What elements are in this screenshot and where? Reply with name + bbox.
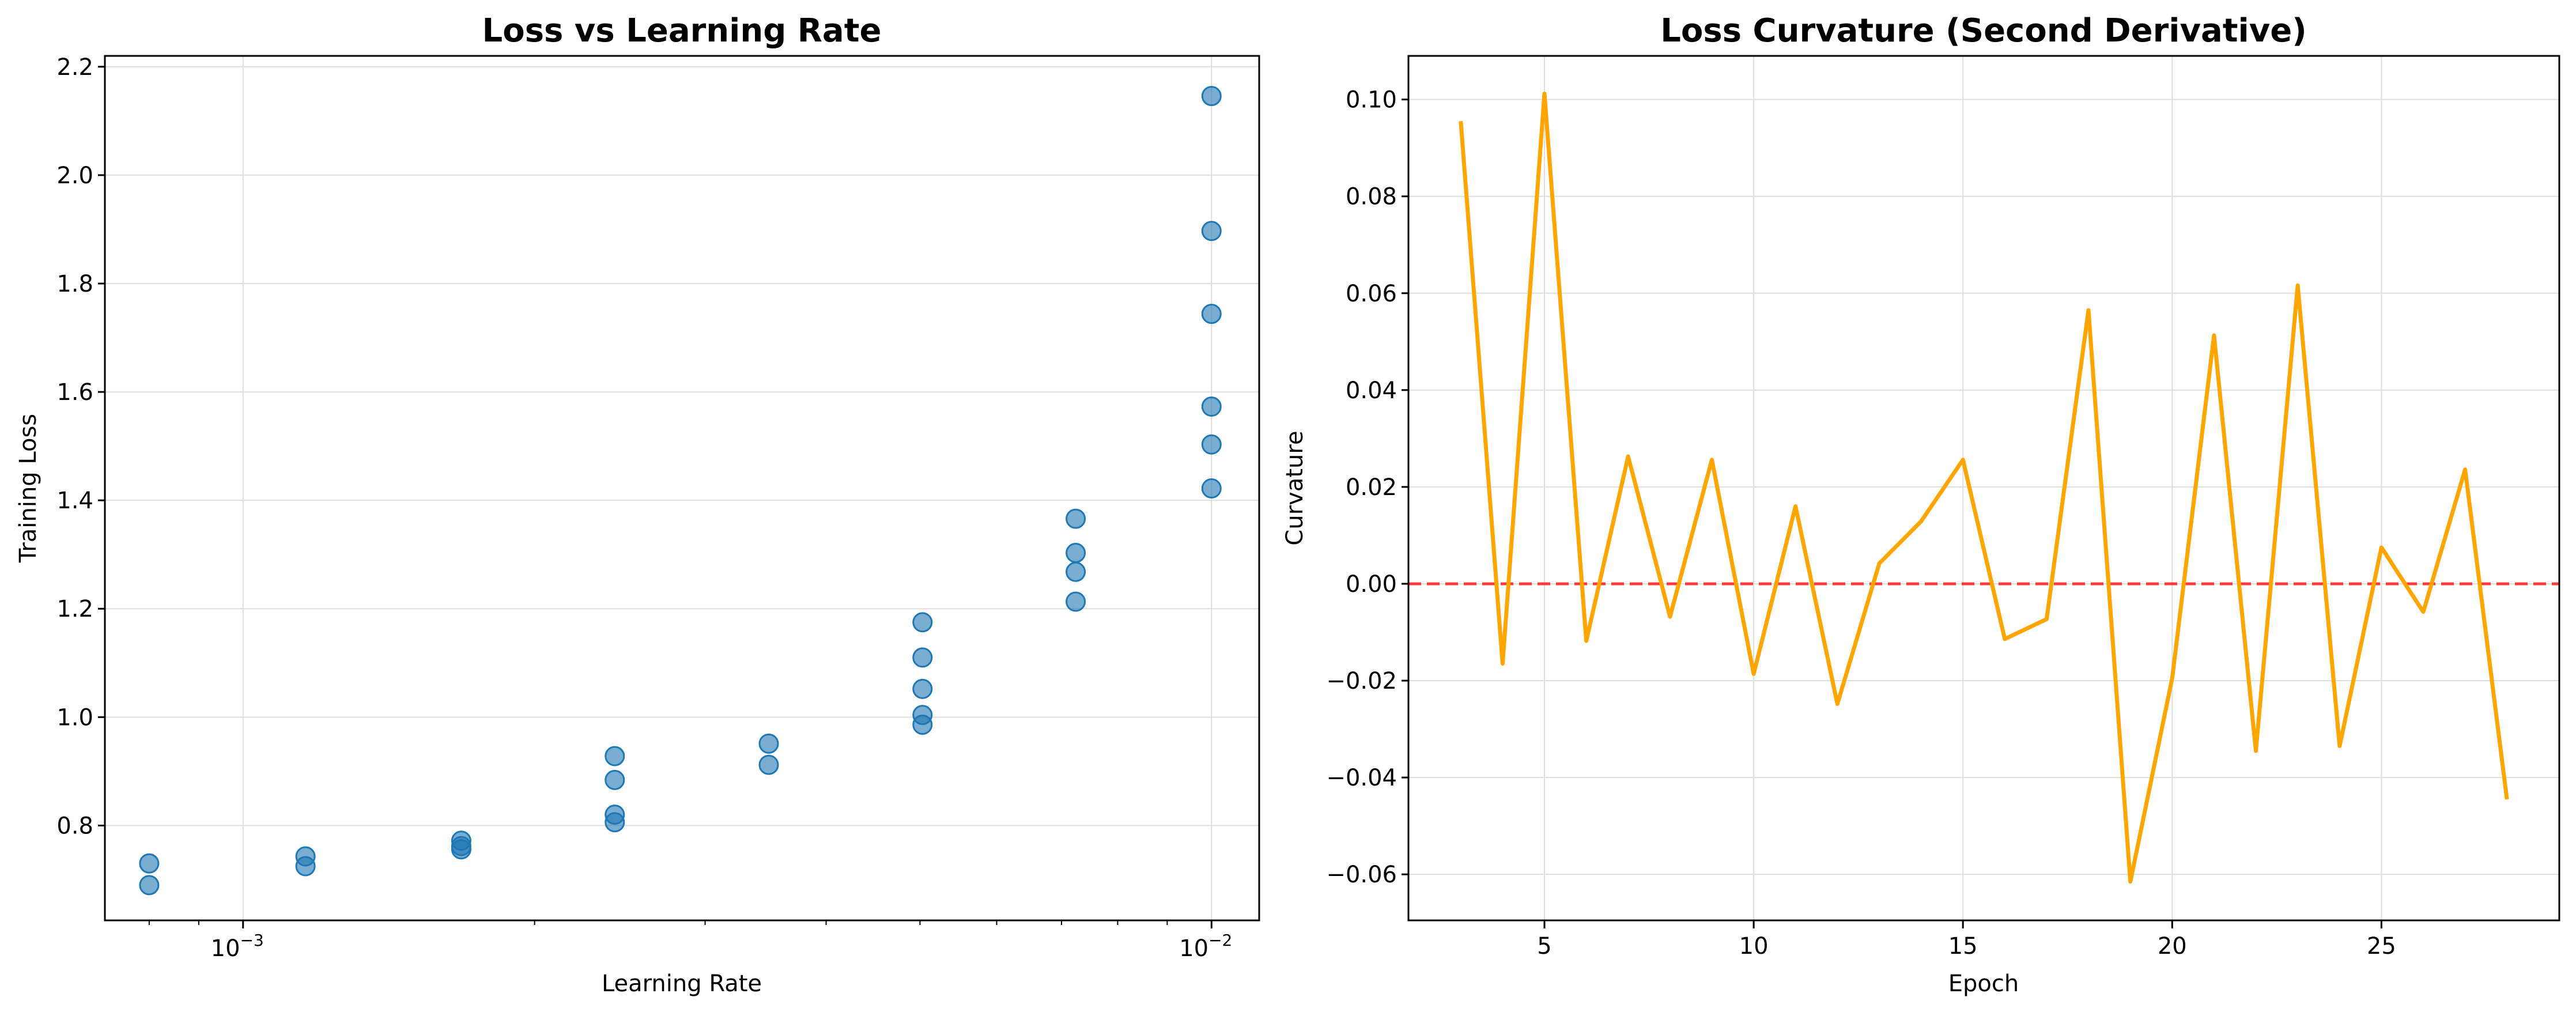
data-point (912, 715, 933, 735)
tick-label: −0.06 (1326, 862, 1397, 888)
series (1408, 92, 2559, 884)
x-axis-label: Learning Rate (602, 971, 762, 997)
data-point (295, 856, 316, 877)
tick-label: 2.0 (56, 163, 93, 189)
tick-label: 5 (1537, 933, 1551, 960)
chart-title: Loss Curvature (Second Derivative) (1660, 12, 2307, 50)
data-point (605, 812, 625, 833)
data-point (1201, 304, 1222, 324)
line-chart: Loss Curvature (Second Derivative) 5 10 15… (1282, 12, 2560, 997)
tick-label: 0.00 (1346, 571, 1397, 598)
tick-label: 1.4 (56, 488, 93, 514)
x-axis-label: Epoch (1948, 971, 2019, 997)
chart-title: Loss vs Learning Rate (482, 12, 882, 50)
data-point (758, 733, 779, 754)
data-point (451, 839, 471, 860)
data-point (1066, 561, 1086, 582)
tick-label: 1.2 (56, 596, 93, 622)
tick-label: 0.06 (1346, 281, 1397, 307)
data-point (912, 678, 933, 699)
tick-label: 0.10 (1346, 87, 1397, 114)
tick-label: 0.02 (1346, 474, 1397, 501)
tick-label: −0.02 (1326, 668, 1397, 694)
tick-label: 20 (2158, 933, 2187, 960)
y-axis-ticks: 0.8 1.0 1.2 1.4 1.6 1.8 2.0 2.2 (56, 54, 105, 839)
data-point (1201, 434, 1222, 455)
tick-base: 10 (211, 935, 240, 962)
tick-label: 2.2 (56, 54, 93, 81)
x-axis-ticks: 5 10 15 20 25 (1537, 920, 2396, 960)
y-axis-label: Training Loss (15, 414, 41, 563)
data-point (1201, 221, 1222, 241)
data-point (605, 769, 625, 790)
tick-label: 0.08 (1346, 184, 1397, 210)
data-points (139, 86, 1222, 896)
data-point (1066, 508, 1086, 529)
x-axis-ticks: 10−3 10−2 (148, 920, 1232, 962)
data-point (1201, 86, 1222, 107)
tick-label: 0.04 (1346, 377, 1397, 404)
tick-label: 10 (1739, 933, 1769, 960)
tick-label: 15 (1948, 933, 1978, 960)
y-axis-label: Curvature (1282, 431, 1308, 545)
plot-frame (1407, 55, 2560, 922)
tick-label: −0.04 (1326, 765, 1397, 791)
tick-label: 0.8 (56, 813, 93, 839)
grid (105, 56, 1259, 920)
scatter-chart: Loss vs Learning Rate 10−3 10−2 0.81.01.2… (15, 12, 1260, 997)
data-point (139, 853, 160, 874)
tick-label: 10−2 (1179, 931, 1232, 962)
data-point (605, 746, 625, 766)
tick-label: 10−3 (211, 931, 264, 962)
plot-frame (104, 55, 1260, 922)
tick-label: 1.6 (56, 379, 93, 406)
data-point (1066, 542, 1086, 563)
y-axis-ticks: −0.06 −0.04 −0.02 0.00 0.02 0.04 0.06 0.08 0.10 (1326, 87, 1408, 888)
tick-label: 25 (2367, 933, 2396, 960)
data-point (1066, 591, 1086, 612)
tick-base: 10 (1179, 935, 1208, 962)
data-point (758, 754, 779, 775)
data-point (1201, 478, 1222, 499)
tick-exponent: −3 (240, 931, 264, 950)
data-point (912, 647, 933, 668)
curvature-series-line (1459, 92, 2509, 884)
grid (1408, 56, 2559, 920)
tick-label: 1.0 (56, 704, 93, 731)
tick-label: 1.8 (56, 271, 93, 297)
data-point (139, 875, 160, 896)
data-point (912, 612, 933, 633)
tick-exponent: −2 (1208, 931, 1232, 950)
data-point (1201, 396, 1222, 417)
